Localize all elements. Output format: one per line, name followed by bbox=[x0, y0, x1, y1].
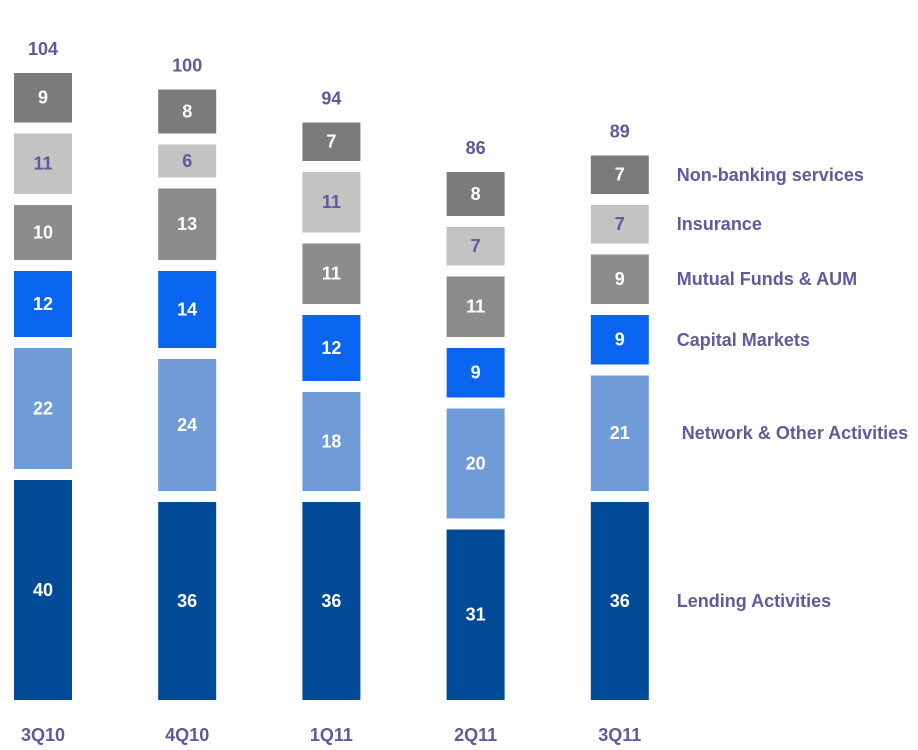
value-label: 36 bbox=[321, 591, 341, 611]
value-label: 36 bbox=[610, 591, 630, 611]
value-label: 12 bbox=[321, 338, 341, 358]
bar-segment bbox=[590, 254, 649, 304]
x-tick-label: 4Q10 bbox=[165, 725, 209, 745]
total-label: 89 bbox=[610, 121, 630, 141]
bar-segment bbox=[446, 348, 505, 398]
legend-label: Mutual Funds & AUM bbox=[676, 269, 858, 290]
x-tick-label: 3Q10 bbox=[21, 725, 65, 745]
value-label: 12 bbox=[33, 294, 53, 314]
value-label: 7 bbox=[615, 165, 625, 185]
bar-segment bbox=[158, 188, 217, 260]
bar-segment bbox=[302, 502, 361, 700]
legend-label: Lending Activities bbox=[676, 591, 832, 611]
bar-segment bbox=[446, 276, 505, 337]
bar-segment bbox=[590, 502, 649, 700]
bar-segment bbox=[446, 227, 505, 266]
bar-segment bbox=[158, 502, 217, 700]
value-label: 24 bbox=[177, 415, 197, 435]
value-label: 40 bbox=[33, 580, 53, 600]
bar-segment bbox=[302, 243, 361, 304]
bar-segment bbox=[590, 315, 649, 365]
bar-segment bbox=[14, 133, 72, 194]
total-label: 104 bbox=[28, 39, 58, 59]
value-label: 7 bbox=[471, 236, 481, 256]
bar-segment bbox=[302, 172, 361, 233]
value-label: 9 bbox=[615, 330, 625, 350]
value-label: 11 bbox=[322, 192, 341, 212]
value-label: 6 bbox=[182, 151, 192, 171]
value-label: 13 bbox=[177, 214, 197, 234]
x-tick-label: 3Q11 bbox=[598, 725, 641, 745]
bar-segment bbox=[158, 89, 217, 134]
bar-segment bbox=[158, 271, 217, 348]
bar-segment bbox=[14, 480, 72, 700]
value-label: 8 bbox=[182, 101, 192, 121]
value-label: 8 bbox=[471, 184, 481, 204]
bar-segment bbox=[446, 529, 505, 700]
legend-label: Insurance bbox=[676, 214, 762, 235]
total-label: 100 bbox=[172, 55, 202, 75]
value-label: 14 bbox=[177, 299, 197, 319]
bar-segment bbox=[158, 144, 217, 178]
bar-segment bbox=[14, 73, 72, 123]
value-label: 11 bbox=[322, 264, 341, 284]
value-label: 22 bbox=[33, 398, 53, 418]
bar-segment bbox=[158, 359, 217, 491]
bar-segment bbox=[14, 271, 72, 337]
value-label: 11 bbox=[466, 297, 485, 317]
value-label: 21 bbox=[610, 423, 630, 443]
value-label: 9 bbox=[38, 88, 48, 108]
value-label: 36 bbox=[177, 591, 197, 611]
legend-label: Non-banking services bbox=[676, 164, 864, 185]
x-tick-label: 2Q11 bbox=[454, 725, 497, 745]
bar-segment bbox=[302, 315, 361, 381]
bar-segment bbox=[14, 205, 72, 260]
bar-segment bbox=[590, 205, 649, 244]
bar-segment bbox=[302, 392, 361, 491]
legend-label: Network & Other Activities bbox=[681, 423, 909, 444]
total-label: 86 bbox=[466, 138, 486, 158]
legend-label: Capital Markets bbox=[676, 329, 810, 350]
bar-segment bbox=[446, 408, 505, 519]
value-label: 7 bbox=[615, 214, 625, 234]
value-label: 9 bbox=[471, 363, 481, 383]
value-label: 18 bbox=[321, 431, 341, 451]
value-label: 31 bbox=[466, 605, 486, 625]
value-label: 10 bbox=[33, 222, 53, 242]
bar-segment bbox=[446, 172, 505, 216]
value-label: 11 bbox=[33, 154, 52, 174]
value-label: 7 bbox=[326, 132, 336, 152]
bar-segment bbox=[302, 122, 361, 161]
bar-segment bbox=[14, 348, 72, 469]
x-tick-label: 1Q11 bbox=[310, 725, 353, 745]
bar-segment bbox=[590, 375, 649, 491]
bar-segment bbox=[590, 155, 649, 194]
total-label: 94 bbox=[321, 88, 341, 108]
value-label: 9 bbox=[615, 269, 625, 289]
value-label: 20 bbox=[466, 453, 486, 473]
